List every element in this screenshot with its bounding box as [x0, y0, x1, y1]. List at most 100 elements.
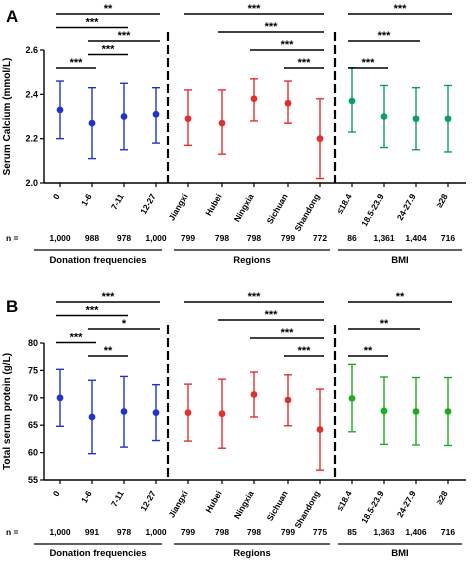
n-value: 86 — [347, 233, 357, 243]
category-label: 18.5-23.9 — [359, 489, 386, 525]
category-label: 1-6 — [79, 192, 94, 208]
category-label: 12-27 — [138, 192, 158, 216]
mean-point — [152, 409, 160, 416]
category-label: 7-11 — [109, 192, 126, 212]
y-axis-title: Serum Calcium (mmol/L) — [2, 58, 13, 176]
n-value: 798 — [215, 233, 229, 243]
n-value: 1,000 — [145, 527, 167, 537]
mean-point — [412, 408, 420, 415]
mean-point — [184, 115, 192, 123]
panel-a: A 2.0 2.2 2.4 2.6 Serum Calcium (mmol/L) n = 0 1… — [2, 3, 466, 266]
n-value: 1,406 — [405, 527, 427, 537]
significance-stars: *** — [102, 291, 116, 303]
n-value: 978 — [117, 527, 131, 537]
n-value: 988 — [85, 233, 99, 243]
category-label: Jiangxi — [166, 489, 189, 519]
n-value: 1,363 — [373, 527, 395, 537]
n-prefix: n = — [6, 527, 19, 537]
n-value: 716 — [441, 527, 455, 537]
n-value: 1,000 — [49, 527, 71, 537]
category-label: ≥28 — [434, 192, 450, 209]
n-prefix: n = — [6, 233, 19, 243]
category-label: 7-11 — [109, 489, 126, 509]
y-tick-label: 2.2 — [25, 134, 38, 144]
n-value: 799 — [281, 527, 295, 537]
mean-point — [88, 413, 96, 421]
y-tick-label: 55 — [28, 475, 38, 485]
significance-stars: *** — [394, 3, 408, 15]
mean-point — [380, 113, 388, 120]
y-tick-label: 2.6 — [25, 45, 38, 55]
mean-point — [56, 394, 64, 402]
significance-stars: ** — [104, 3, 113, 15]
significance-stars: *** — [248, 3, 262, 15]
n-value: 1,404 — [405, 233, 427, 243]
significance-stars: *** — [118, 30, 132, 42]
significance-stars: *** — [265, 21, 279, 33]
y-tick-label: 2.0 — [25, 178, 38, 188]
significance-stars: * — [122, 318, 127, 330]
n-value: 799 — [181, 527, 195, 537]
mean-point — [218, 119, 226, 127]
y-tick-label: 60 — [28, 448, 38, 458]
n-value: 798 — [247, 527, 261, 537]
n-value: 798 — [247, 233, 261, 243]
n-value: 716 — [441, 233, 455, 243]
category-label: 24-27.9 — [395, 489, 418, 519]
n-value: 772 — [313, 233, 327, 243]
group-label: Regions — [233, 548, 270, 559]
y-tick-label: 80 — [28, 338, 38, 348]
mean-point — [284, 396, 292, 404]
category-label: Shandong — [292, 192, 321, 233]
mean-point — [250, 95, 258, 103]
significance-stars: ** — [104, 345, 113, 357]
category-label: Hubei — [203, 489, 223, 514]
y-tick-label: 65 — [28, 420, 38, 430]
significance-stars: ** — [364, 345, 373, 357]
n-value: 991 — [85, 527, 99, 537]
significance-stars: *** — [281, 39, 295, 51]
significance-stars: ** — [396, 291, 405, 303]
category-label: 0 — [51, 192, 62, 201]
mean-point — [250, 391, 258, 398]
category-label: Ningxia — [232, 192, 256, 224]
mean-point — [316, 135, 324, 143]
category-label: Sichuan — [265, 489, 290, 523]
n-value: 799 — [281, 233, 295, 243]
mean-point — [348, 97, 356, 105]
significance-stars: *** — [281, 327, 295, 339]
significance-stars: *** — [102, 44, 116, 56]
y-axis-title: Total serum protein (g/L) — [2, 353, 13, 470]
category-label: ≤18.4 — [334, 192, 353, 216]
significance-stars: *** — [86, 17, 100, 29]
significance-stars: *** — [70, 57, 84, 69]
group-label: BMI — [391, 548, 408, 559]
n-value: 978 — [117, 233, 131, 243]
mean-point — [412, 115, 420, 123]
mean-point — [284, 99, 292, 107]
mean-point — [444, 408, 452, 415]
panel-b: B 55 60 65 70 75 80 Total serum protein (g/L) n … — [2, 291, 466, 559]
n-value: 1,000 — [49, 233, 71, 243]
n-value: 1,000 — [145, 233, 167, 243]
significance-stars: *** — [378, 30, 392, 42]
mean-point — [152, 110, 160, 118]
significance-stars: *** — [86, 305, 100, 317]
group-label: Regions — [233, 255, 270, 266]
n-value: 799 — [181, 233, 195, 243]
n-value: 1,361 — [373, 233, 395, 243]
mean-point — [316, 426, 324, 433]
significance-stars: *** — [70, 332, 84, 344]
mean-point — [444, 115, 452, 123]
category-label: 0 — [51, 489, 62, 498]
category-label: ≥28 — [434, 489, 450, 506]
category-label: Sichuan — [265, 192, 290, 226]
significance-stars: *** — [362, 57, 376, 69]
y-tick-label: 75 — [28, 365, 38, 375]
mean-point — [184, 409, 192, 416]
mean-point — [218, 410, 226, 418]
mean-point — [348, 394, 356, 402]
mean-point — [380, 407, 388, 415]
n-value: 798 — [215, 527, 229, 537]
